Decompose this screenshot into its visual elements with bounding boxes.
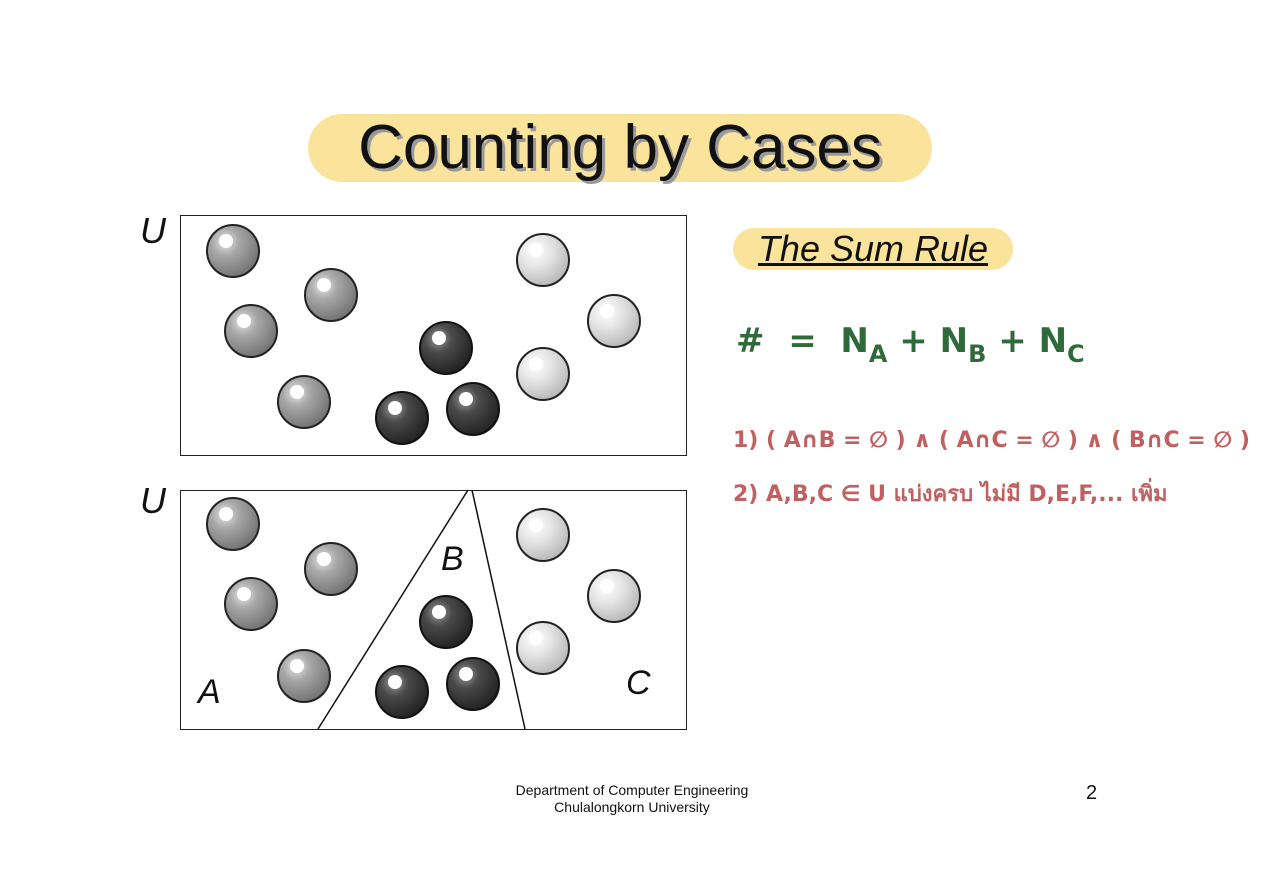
ball [516, 621, 570, 675]
ball [587, 294, 641, 348]
condition-exhaustive: 2) A,B,C ∈ U แบ่งครบ ไม่มี D,E,F,... เพิ… [733, 482, 1168, 507]
ball [206, 224, 260, 278]
region-label-b: B [441, 540, 464, 578]
page-number: 2 [1086, 782, 1098, 804]
partition-line-ab [317, 489, 469, 730]
sum-rule-heading: The Sum Rule [757, 228, 989, 269]
ball [304, 542, 358, 596]
ball [206, 497, 260, 551]
ball [446, 382, 500, 436]
region-label-c: C [626, 664, 651, 702]
formula-plus-1: + [899, 321, 928, 361]
universe-label-top: U [140, 210, 166, 251]
ball [304, 268, 358, 322]
slide-title: Counting by Cases [358, 113, 882, 182]
footer: Department of Computer Engineering Chula… [480, 782, 784, 816]
ball [375, 665, 429, 719]
ball [277, 649, 331, 703]
sum-rule-formula: # = NA + NB + NC [736, 318, 1085, 377]
formula-sub-a: A [868, 340, 888, 368]
formula-sub-c: C [1067, 340, 1085, 368]
sum-rule-highlight [733, 228, 1013, 270]
formula-n-c: N [1038, 321, 1068, 361]
ball [224, 304, 278, 358]
ball [516, 233, 570, 287]
condition-disjoint: 1) ( A∩B = ∅ ) ∧ ( A∩C = ∅ ) ∧ ( B∩C = ∅… [733, 428, 1250, 453]
title-highlight [308, 114, 932, 182]
universe-label-bottom: U [140, 480, 166, 521]
footer-university: Chulalongkorn University [554, 799, 710, 815]
ball [446, 657, 500, 711]
ball [419, 595, 473, 649]
ball [419, 321, 473, 375]
formula-plus-2: + [998, 321, 1027, 361]
region-label-a: A [196, 673, 221, 711]
formula-hash: # [736, 321, 765, 361]
formula-equals: = [788, 321, 817, 361]
formula-sub-b: B [968, 340, 987, 368]
ball [224, 577, 278, 631]
ball [375, 391, 429, 445]
formula-n-a: N [840, 321, 869, 361]
ball [277, 375, 331, 429]
partition-line-bc [471, 489, 526, 730]
footer-department: Department of Computer Engineering [515, 782, 749, 798]
ball [516, 347, 570, 401]
ball [587, 569, 641, 623]
formula-n-b: N [939, 321, 969, 361]
ball [516, 508, 570, 562]
